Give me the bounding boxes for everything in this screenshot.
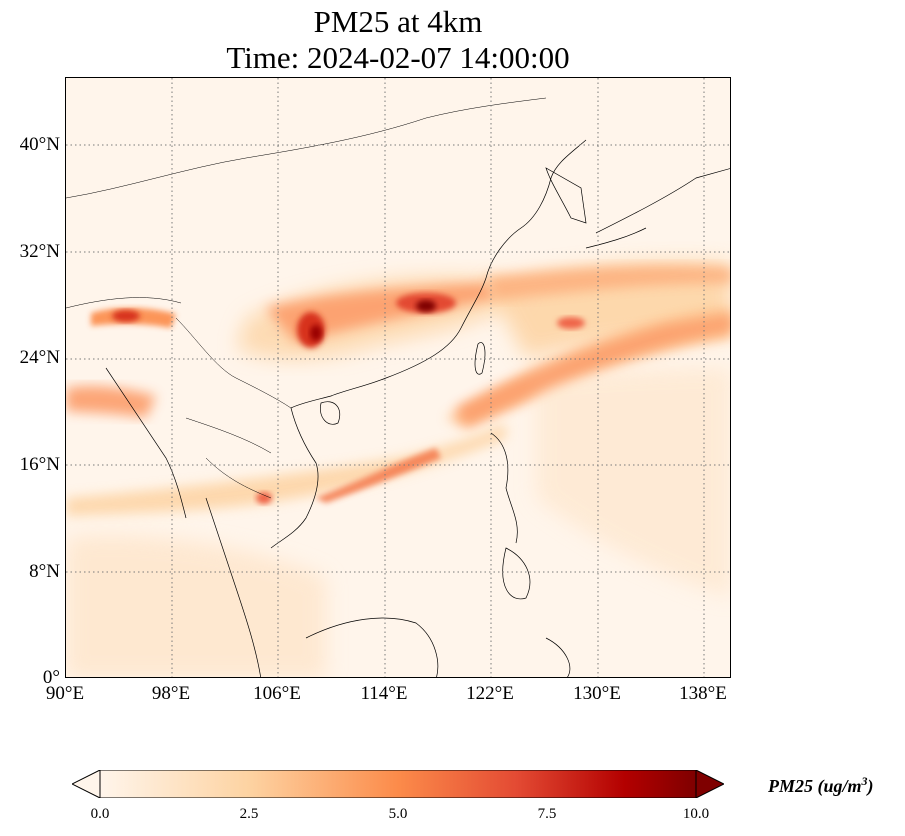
plume-east-bg — [536, 368, 730, 598]
lon-tick-label: 122°E — [466, 683, 514, 704]
hotspot-chongqing — [310, 325, 322, 341]
lon-tick-label: 130°E — [573, 683, 621, 704]
map-panel — [65, 77, 731, 678]
coastline-hainan — [320, 401, 341, 425]
coastline-japan — [585, 168, 730, 249]
coastline-vietnam — [270, 407, 319, 549]
plot-title: PM25 at 4km — [313, 4, 483, 39]
country-borders — [66, 297, 292, 499]
colorbar-title-end: ) — [867, 776, 874, 796]
colorbar-title-text: PM25 (ug/m — [768, 776, 862, 796]
coastline-borneo — [305, 617, 439, 677]
coastline-taiwan — [474, 342, 486, 375]
lat-tick-label: 24°N — [19, 347, 60, 368]
colorbar-tick-label: 5.0 — [388, 806, 408, 822]
lat-tick-label: 32°N — [19, 241, 60, 262]
hotspot-burma — [112, 310, 140, 322]
hotspot-anhui — [416, 300, 436, 312]
gridlines — [66, 78, 730, 677]
lon-tick-label: 114°E — [360, 683, 408, 704]
plume-indochina-west — [66, 385, 156, 418]
coastline-philippines-south — [502, 547, 531, 600]
coastline-indochina-west — [105, 367, 187, 519]
pm25-field — [66, 261, 730, 677]
lat-tick-label: 0° — [42, 667, 60, 688]
lon-tick-label: 106°E — [253, 683, 301, 704]
lat-tick-label: 16°N — [19, 454, 60, 475]
coastline-sulawesi — [545, 637, 571, 677]
coastline-china-north — [485, 139, 587, 279]
colorbar-tick-label: 7.5 — [537, 806, 557, 822]
plot-subtitle-time: Time: 2024-02-07 14:00:00 — [226, 40, 570, 75]
plume-south-bg — [66, 535, 326, 677]
coastlines — [66, 97, 730, 677]
colorbar-tick-label: 0.0 — [90, 806, 110, 822]
colorbar-tick-label: 10.0 — [682, 806, 710, 822]
hotspot-cambodia — [256, 492, 272, 504]
hotspot-ryukyu — [557, 317, 585, 329]
lat-tick-label: 8°N — [29, 561, 60, 582]
lon-tick-label: 90°E — [45, 683, 85, 704]
map-canvas — [66, 78, 730, 677]
country-border-china-north — [66, 97, 547, 199]
colorbar-gradient — [99, 770, 697, 798]
band-east-sea — [486, 266, 730, 300]
lon-tick-label: 138°E — [679, 683, 727, 704]
coastline-korea — [545, 167, 587, 224]
lon-tick-label: 98°E — [151, 683, 191, 704]
coastline-malay — [205, 497, 262, 677]
colorbar — [72, 770, 724, 798]
plume-scs-belt — [66, 423, 506, 516]
band-taiwan-pacific — [456, 316, 730, 426]
coastline-china-mainland — [290, 277, 487, 409]
colorbar-tick-label: 2.5 — [239, 806, 259, 822]
colorbar-title-exponent: 3 — [861, 774, 868, 788]
colorbar-extend-max — [695, 770, 724, 798]
lat-tick-label: 40°N — [19, 134, 60, 155]
colorbar-title: PM25 (ug/m3) — [768, 774, 874, 797]
colorbar-extend-min — [72, 770, 101, 798]
band-scs — [316, 448, 441, 503]
coastline-luzon — [490, 432, 518, 544]
